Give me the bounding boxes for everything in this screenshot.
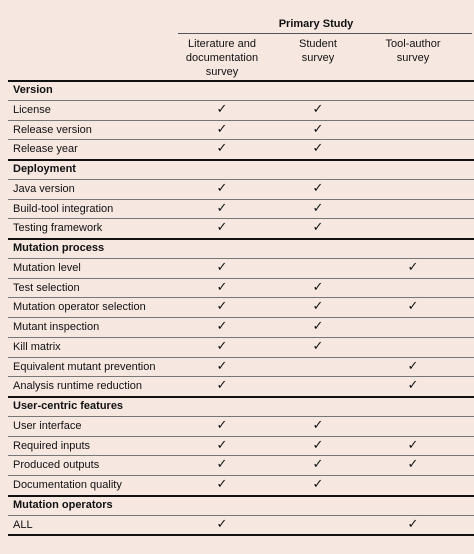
section-rule [8, 494, 474, 497]
check-mark: ✓ [216, 258, 228, 274]
row-rule [8, 336, 474, 338]
row-label: ALL [13, 518, 33, 531]
check-mark: ✓ [216, 199, 228, 215]
check-mark: ✓ [407, 436, 419, 452]
row-label: Required inputs [13, 439, 91, 452]
column-header: survey [396, 52, 430, 64]
row-rule [8, 277, 474, 279]
row-rule [8, 455, 474, 457]
section-title: Deployment [13, 163, 76, 175]
row-label: Java version [13, 182, 75, 195]
column-header: survey [301, 52, 335, 64]
check-mark: ✓ [216, 436, 228, 452]
check-mark: ✓ [312, 337, 324, 353]
row-label: Release year [13, 143, 78, 156]
column-header: Tool-author [385, 38, 441, 50]
row-label: Analysis runtime reduction [13, 380, 143, 393]
group-header: Primary Study [278, 18, 354, 30]
column-header: documentation [185, 52, 259, 64]
section-title: Mutation process [13, 242, 105, 254]
row-label: User interface [13, 419, 82, 432]
column-header: Literature and [188, 38, 256, 50]
section-title: Version [13, 84, 53, 96]
row-label: Kill matrix [13, 340, 61, 353]
row-label: Mutant inspection [13, 321, 100, 333]
check-mark: ✓ [312, 100, 324, 116]
check-mark: ✓ [407, 298, 419, 314]
check-mark: ✓ [216, 219, 228, 235]
check-mark: ✓ [216, 298, 228, 314]
row-rule [8, 139, 474, 141]
check-mark: ✓ [407, 258, 419, 274]
check-mark: ✓ [216, 179, 228, 195]
row-rule [8, 435, 474, 437]
column-header: Student [299, 38, 337, 50]
check-mark: ✓ [216, 318, 228, 333]
check-mark: ✓ [216, 140, 228, 156]
section-rule [8, 238, 474, 240]
column-header: survey [205, 66, 239, 78]
check-mark: ✓ [216, 120, 228, 136]
section-title: Mutation operators [13, 498, 113, 511]
row-rule [8, 317, 474, 318]
check-mark: ✓ [407, 456, 419, 472]
check-mark: ✓ [312, 298, 324, 314]
check-mark: ✓ [216, 357, 228, 373]
row-label: Mutation level [13, 261, 81, 274]
check-mark: ✓ [216, 416, 228, 432]
section-rule [8, 159, 474, 161]
row-label: Equivalent mutant prevention [13, 360, 156, 373]
row-label: Produced outputs [13, 459, 100, 472]
section-rule [8, 80, 474, 82]
row-label: Build-tool integration [13, 202, 114, 215]
row-rule [8, 218, 474, 220]
check-mark: ✓ [312, 416, 324, 432]
row-label: Release version [13, 123, 92, 136]
row-rule [8, 376, 474, 378]
check-mark: ✓ [312, 456, 324, 472]
row-rule [8, 99, 474, 101]
row-label: License [13, 103, 51, 116]
check-mark: ✓ [312, 199, 324, 215]
check-mark: ✓ [312, 436, 324, 452]
check-mark: ✓ [216, 100, 228, 116]
check-mark: ✓ [216, 515, 228, 531]
row-rule [8, 178, 474, 180]
section-title: User-centric features [13, 400, 124, 412]
row-label: Test selection [13, 281, 80, 294]
row-label: Documentation quality [13, 479, 122, 491]
row-rule [8, 514, 474, 516]
row-rule [8, 257, 474, 259]
check-mark: ✓ [216, 456, 228, 472]
row-rule [8, 415, 474, 417]
group-rule [178, 33, 472, 34]
check-mark: ✓ [312, 278, 324, 294]
row-rule [8, 198, 474, 200]
check-mark: ✓ [312, 318, 324, 333]
check-mark: ✓ [216, 476, 228, 491]
check-mark: ✓ [312, 179, 324, 195]
check-mark: ✓ [312, 219, 324, 235]
section-rule [8, 396, 474, 398]
check-mark: ✓ [216, 377, 228, 393]
check-mark: ✓ [312, 476, 324, 491]
check-mark: ✓ [407, 357, 419, 373]
check-mark: ✓ [407, 377, 419, 393]
row-label: Testing framework [13, 222, 103, 235]
check-mark: ✓ [407, 515, 419, 531]
check-mark: ✓ [312, 120, 324, 136]
row-rule [8, 119, 474, 121]
check-mark: ✓ [312, 140, 324, 156]
row-rule [8, 475, 474, 476]
check-mark: ✓ [216, 278, 228, 294]
row-rule [8, 297, 474, 299]
check-mark: ✓ [216, 337, 228, 353]
bottom-rule [8, 534, 474, 537]
row-rule [8, 356, 474, 358]
row-label: Mutation operator selection [13, 301, 146, 314]
